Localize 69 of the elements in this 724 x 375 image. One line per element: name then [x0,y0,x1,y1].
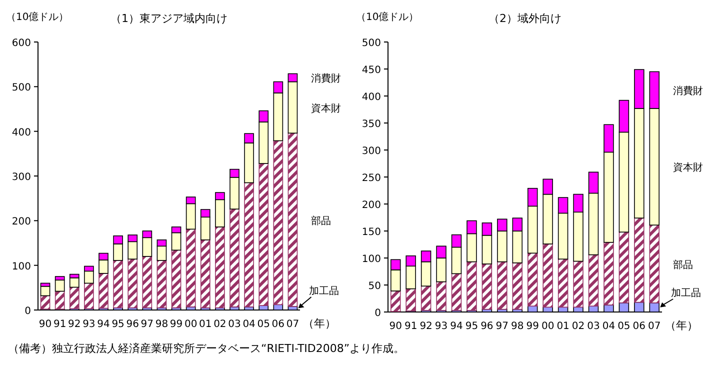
y-tick-label: 500 [12,82,31,94]
y-axis-title: （10億ドル） [6,11,69,23]
x-tick-label: 96 [480,321,494,332]
y-tick-label: 250 [362,173,381,184]
x-tick-label: 06 [272,319,285,330]
y-tick-label: 100 [12,261,31,272]
x-tick-label: 06 [632,321,646,332]
x-tick-label: 00 [184,319,198,330]
y-tick-label: 500 [362,38,381,49]
series-label: 加工品 [309,285,340,297]
x-tick-label: 05 [618,321,630,332]
y-tick-label: 300 [12,172,31,183]
chart-title: （2）域外向け [488,12,562,25]
x-tick-label: 05 [257,319,270,330]
x-tick-label: 94 [450,321,463,332]
x-tick-label: 91 [53,319,66,330]
x-tick-label: 95 [465,321,478,332]
y-tick-label: 300 [362,146,381,157]
x-tick-label: 95 [112,319,124,330]
y-tick-label: 600 [12,38,31,49]
x-tick-label: 02 [214,319,226,330]
x-tick-label: 91 [404,321,418,332]
y-tick-label: 0 [24,306,31,317]
x-tick-label: 94 [97,319,110,330]
y-tick-label: 200 [12,216,31,228]
x-tick-label: 90 [38,319,52,330]
x-tick-label: 96 [126,319,139,330]
x-tick-label: 00 [541,321,554,332]
text: （備考）独立行政法人経済産業研究所データベース“RIETI-TID2008”より作成。 [8,342,405,355]
y-tick-label: 200 [362,200,381,211]
x-tick-label: 04 [242,319,256,330]
series-label: 部品 [311,214,332,227]
x-tick-label: 98 [511,321,524,332]
series-label: 消費財 [673,85,704,98]
y-tick-label: 150 [362,227,381,238]
series-label: 部品 [673,258,694,271]
x-tick-label: 90 [389,321,402,332]
y-tick-label: 0 [374,308,381,319]
y-tick-label: 400 [12,127,31,138]
x-tick-label: 03 [587,321,600,332]
x-tick-label: 04 [602,321,616,332]
y-tick-label: 400 [362,92,381,103]
y-tick-label: 50 [368,281,381,292]
x-tick-label: 97 [496,321,509,332]
x-axis-title: （年） [303,317,336,330]
series-label: 資本財 [311,102,342,114]
x-tick-label: 99 [170,319,183,330]
x-tick-label: 07 [286,319,300,330]
x-tick-label: 92 [68,319,81,330]
x-axis-title: （年） [665,319,698,332]
x-tick-label: 01 [199,319,212,330]
x-tick-label: 98 [155,319,168,330]
y-tick-label: 450 [362,65,381,76]
x-tick-label: 03 [228,319,241,330]
x-tick-label: 92 [420,321,432,332]
x-tick-label: 07 [648,321,661,332]
series-label: 消費財 [311,72,342,85]
series-label: 加工品 [671,287,702,299]
x-tick-label: 97 [140,319,154,330]
x-tick-label: 93 [434,321,448,332]
x-tick-label: 99 [526,321,539,332]
x-tick-label: 02 [572,321,585,332]
x-tick-label: 93 [82,319,96,330]
x-tick-label: 01 [556,321,570,332]
chart-title: （1）東アジア域内向け [110,12,228,25]
series-label: 資本財 [673,162,704,174]
y-tick-label: 100 [362,254,381,265]
y-tick-label: 350 [362,119,381,130]
y-axis-title: （10億ドル） [356,11,419,23]
